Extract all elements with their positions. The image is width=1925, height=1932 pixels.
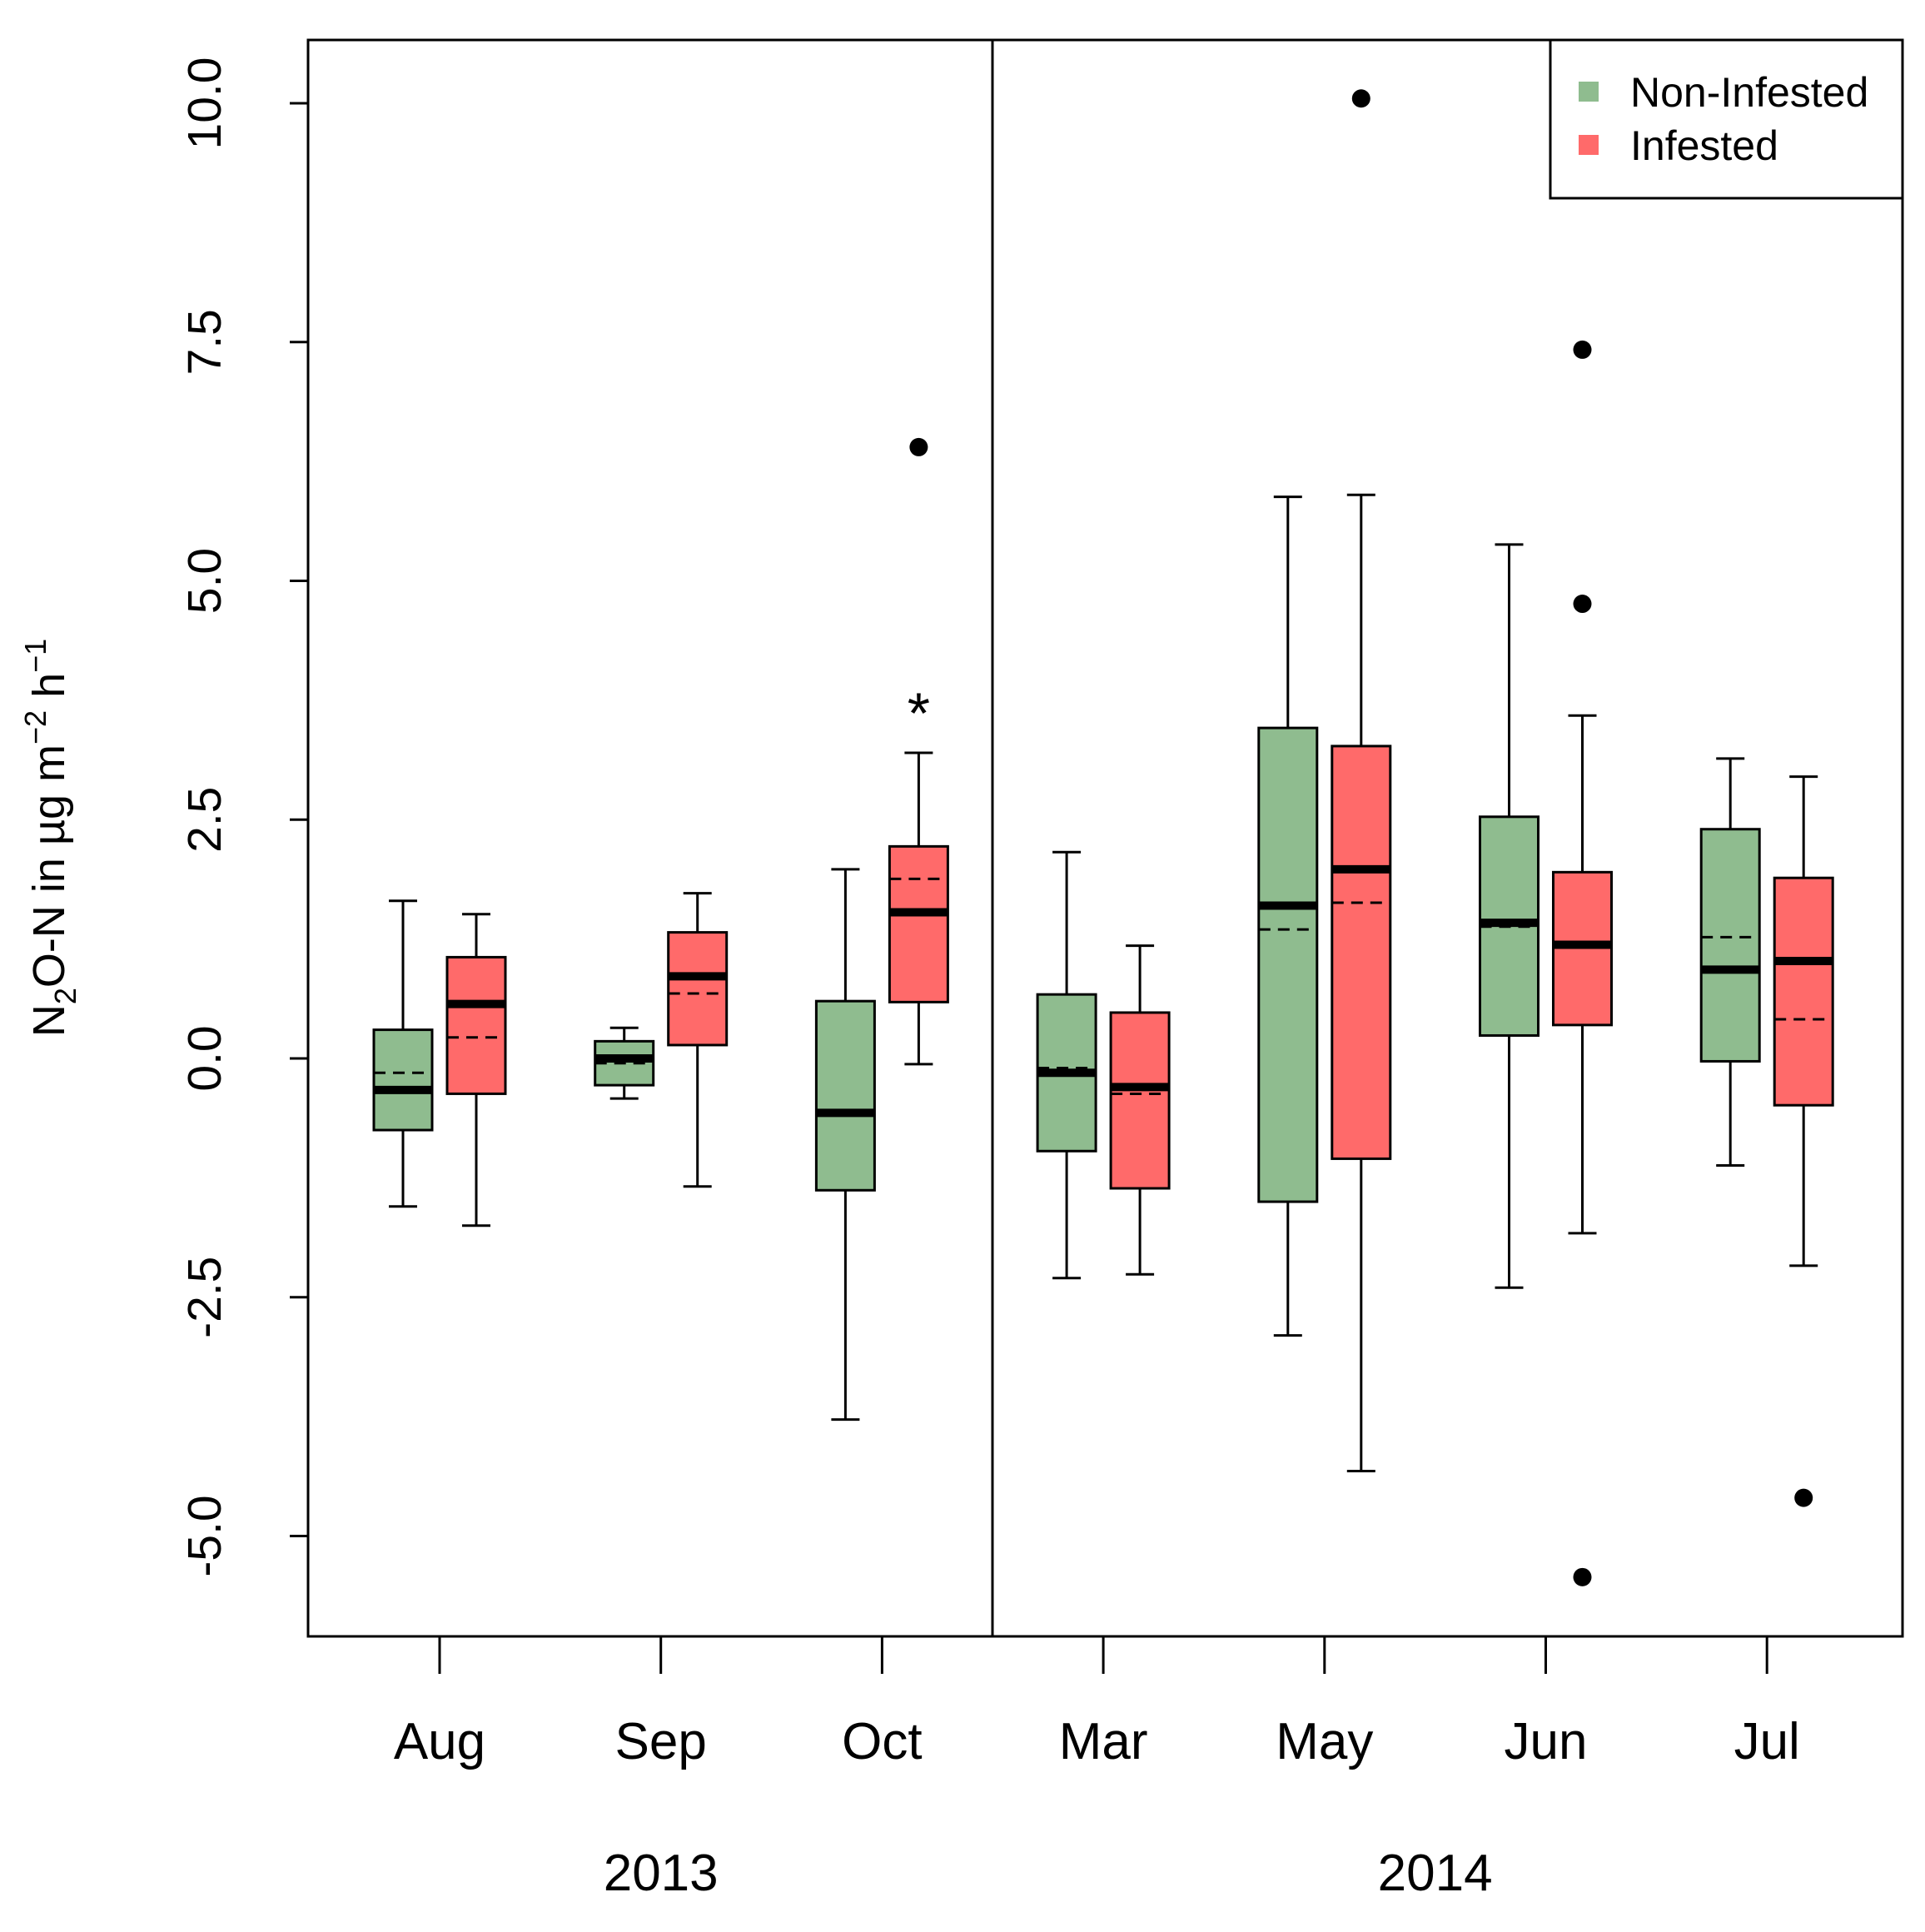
- box-non-infested-jul: [1699, 757, 1761, 1167]
- box-infested-jun: [1552, 714, 1613, 1235]
- significance-annotations: *: [908, 681, 930, 746]
- year-label-2013: 2013: [604, 1845, 719, 1902]
- outlier-point: [1794, 1488, 1813, 1507]
- box-non-infested-sep: [594, 1026, 655, 1100]
- box-body: [1257, 726, 1319, 1203]
- month-label-mar: Mar: [1059, 1713, 1148, 1770]
- month-label-jun: Jun: [1505, 1713, 1588, 1770]
- outlier-point: [1573, 1567, 1592, 1586]
- outlier-point: [1573, 340, 1592, 359]
- legend: Non-Infested Infested: [1549, 38, 1904, 200]
- box-non-infested-aug: [372, 899, 434, 1208]
- box-infested-sep: [667, 892, 729, 1188]
- box-body: [372, 1028, 434, 1132]
- box-body: [1331, 744, 1392, 1160]
- box-infested-oct: [888, 751, 949, 1066]
- box-body: [1699, 828, 1761, 1063]
- box-body: [888, 844, 949, 1003]
- month-label-oct: Oct: [842, 1713, 922, 1770]
- y-tick-label: 5.0: [178, 548, 231, 614]
- box-body: [814, 999, 876, 1192]
- box-body: [1773, 876, 1834, 1107]
- y-tick-label: 10.0: [178, 57, 231, 150]
- y-tick-label: -2.5: [178, 1257, 231, 1338]
- y-tick-label: 2.5: [178, 787, 231, 853]
- year-label-2014: 2014: [1378, 1845, 1493, 1902]
- plot-frame: [306, 38, 1904, 1638]
- outlier-point: [1351, 89, 1370, 108]
- box-non-infested-jun: [1479, 543, 1540, 1289]
- box-body: [445, 955, 507, 1095]
- legend-frame: [1549, 38, 1904, 200]
- legend-swatch-infested: [1579, 135, 1599, 155]
- year-labels: 2013 2014: [604, 1845, 1493, 1902]
- box-body: [1109, 1011, 1171, 1190]
- box-infested-may: [1331, 493, 1392, 1473]
- legend-label-infested: Infested: [1630, 122, 1778, 169]
- box-plots: [372, 493, 1834, 1473]
- x-axis: Aug Sep Oct Mar May Jun Jul: [394, 1636, 1800, 1770]
- y-tick-label: 7.5: [178, 309, 231, 375]
- significance-star: *: [908, 681, 930, 746]
- box-non-infested-may: [1257, 495, 1319, 1337]
- box-infested-aug: [445, 913, 507, 1227]
- outlier-points: [909, 89, 1813, 1586]
- legend-swatch-non-infested: [1579, 82, 1599, 102]
- box-infested-jul: [1773, 775, 1834, 1267]
- box-body: [667, 931, 729, 1047]
- outlier-point: [909, 437, 928, 456]
- box-non-infested-oct: [814, 868, 876, 1422]
- month-label-sep: Sep: [615, 1713, 707, 1770]
- y-tick-label: 0.0: [178, 1025, 231, 1091]
- y-axis-title: N2O-N in µg m−2 h−1: [18, 639, 82, 1037]
- box-non-infested-mar: [1036, 850, 1097, 1280]
- month-label-jul: Jul: [1734, 1713, 1800, 1770]
- y-axis: -5.0 -2.5 0.0 2.5 5.0 7.5 10.0: [178, 57, 308, 1577]
- outlier-point: [1573, 595, 1592, 614]
- legend-label-non-infested: Non-Infested: [1630, 69, 1868, 116]
- box-infested-mar: [1109, 944, 1171, 1276]
- month-label-may: May: [1276, 1713, 1373, 1770]
- y-tick-label: -5.0: [178, 1495, 231, 1576]
- month-label-aug: Aug: [394, 1713, 485, 1770]
